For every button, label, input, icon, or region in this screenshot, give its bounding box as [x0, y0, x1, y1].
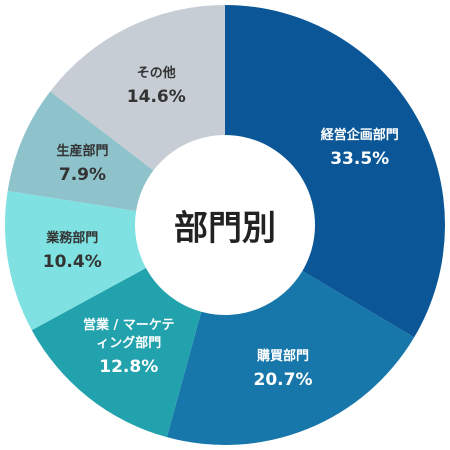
category-name: 経営企画部門	[320, 128, 399, 144]
donut-segment	[166, 270, 415, 446]
value-label: 20.7%	[253, 369, 313, 390]
segment-label: 生産部門 7.9%	[34, 143, 130, 185]
category-name: その他	[136, 66, 176, 82]
category-name: 生産部門	[56, 144, 109, 160]
segment-label: その他 14.6%	[108, 65, 204, 107]
value-label: 12.8%	[99, 356, 159, 377]
category-name: 業務部門	[46, 231, 99, 247]
category-name: 購買部門	[257, 348, 310, 364]
value-label: 33.5%	[330, 149, 390, 170]
segment-label: 経営企画部門 33.5%	[312, 127, 408, 169]
value-label: 7.9%	[58, 165, 107, 186]
donut-segment	[7, 91, 154, 212]
segment-label: 営業 / マーケティング部門 12.8%	[81, 317, 177, 377]
center-label: 部門別	[174, 208, 276, 249]
donut-segment	[31, 268, 202, 438]
donut-segment	[225, 5, 445, 338]
segment-label: 購買部門 20.7%	[235, 348, 331, 390]
value-label: 10.4%	[42, 252, 102, 273]
segment-label: 業務部門 10.4%	[24, 230, 120, 272]
donut-segment	[4, 190, 146, 331]
value-label: 14.6%	[126, 87, 186, 108]
donut-segment	[50, 5, 225, 171]
category-name: 営業 / マーケティング部門	[82, 317, 175, 351]
